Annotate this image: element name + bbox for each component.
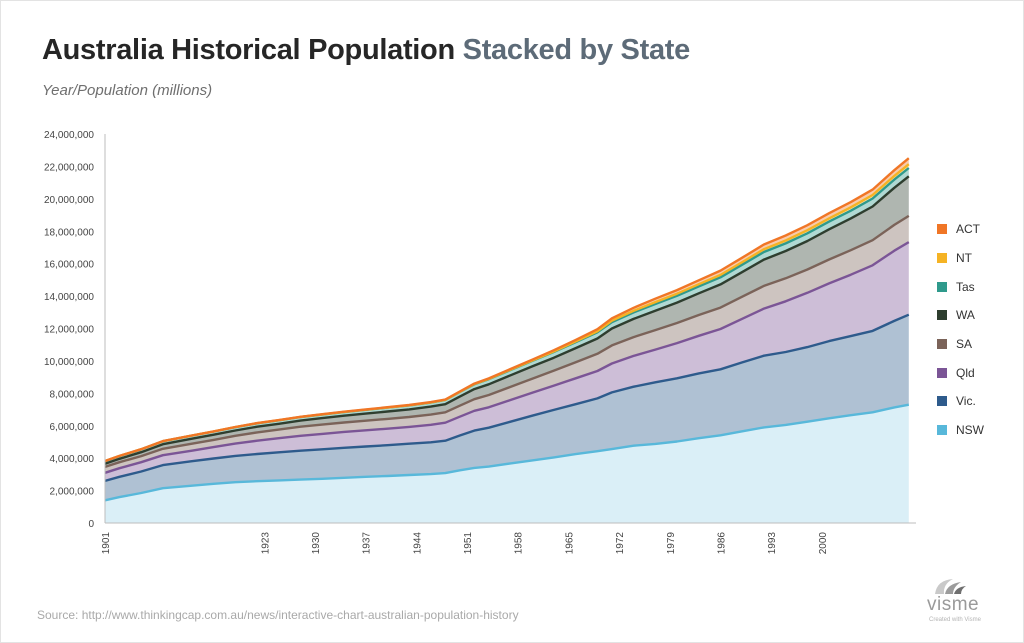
x-tick-label: 1951 <box>463 532 474 555</box>
legend-swatch <box>937 310 947 321</box>
legend-item[interactable]: NSW <box>937 416 984 445</box>
x-tick-label: 1923 <box>260 532 271 555</box>
line-wa <box>104 175 910 465</box>
legend-swatch <box>937 367 947 378</box>
y-tick-label: 2,000,000 <box>50 487 95 498</box>
area-vic <box>105 314 909 501</box>
legend-swatch <box>937 425 947 436</box>
y-tick-label: 14,000,000 <box>44 292 94 303</box>
legend-item[interactable]: Qld <box>937 358 984 387</box>
x-tick-label: 1958 <box>514 532 525 555</box>
y-tick-label: 4,000,000 <box>50 454 95 465</box>
x-tick-label: 1930 <box>311 532 322 555</box>
visme-tagline: Created with Visme <box>929 617 981 623</box>
y-tick-label: 0 <box>88 519 94 530</box>
line-qld <box>104 241 910 474</box>
chart-subtitle: Year/Population (millions) <box>42 82 213 99</box>
title-highlight: Stacked by State <box>462 34 691 66</box>
visme-wordmark: visme <box>927 594 980 615</box>
legend: ACT NT Tas WA SA Qld Vic. NSW <box>937 215 984 445</box>
line-sa <box>104 214 910 469</box>
legend-label: Vic. <box>956 394 976 409</box>
legend-item[interactable]: NT <box>937 244 984 273</box>
legend-swatch <box>937 396 947 407</box>
legend-label: NT <box>956 251 972 266</box>
y-tick-label: 6,000,000 <box>50 422 95 433</box>
legend-swatch <box>937 281 947 292</box>
x-tick-label: 1993 <box>767 532 778 555</box>
line-vic <box>104 313 910 483</box>
legend-item[interactable]: Tas <box>937 272 984 301</box>
line-nsw <box>104 403 910 502</box>
x-tick-label: 1986 <box>716 532 727 555</box>
x-tick-label: 1979 <box>666 532 677 555</box>
x-tick-label: 2000 <box>818 532 829 555</box>
legend-swatch <box>937 224 947 235</box>
legend-item[interactable]: ACT <box>937 215 984 244</box>
y-tick-label: 20,000,000 <box>44 195 94 206</box>
y-tick-label: 18,000,000 <box>44 227 94 238</box>
y-tick-label: 10,000,000 <box>44 357 94 368</box>
legend-swatch <box>937 339 947 350</box>
area-qld <box>105 242 909 481</box>
y-tick-label: 22,000,000 <box>44 162 94 173</box>
x-tick-label: 1972 <box>615 532 626 555</box>
x-tick-label: 1901 <box>101 532 112 555</box>
source-note: Source: http://www.thinkingcap.com.au/ne… <box>37 608 519 622</box>
y-tick-label: 16,000,000 <box>44 260 94 271</box>
legend-swatch <box>937 253 947 264</box>
line-act <box>104 157 910 463</box>
legend-item[interactable]: Vic. <box>937 387 984 416</box>
legend-label: WA <box>956 308 975 323</box>
x-tick-label: 1965 <box>564 532 575 555</box>
x-tick-label: 1944 <box>412 532 423 555</box>
chart-title: Australia Historical Population Stacked … <box>42 34 690 67</box>
legend-label: Qld <box>956 365 975 380</box>
legend-label: SA <box>956 337 973 352</box>
legend-item[interactable]: WA <box>937 301 984 330</box>
area-nsw <box>105 404 909 523</box>
y-tick-label: 12,000,000 <box>44 325 94 336</box>
legend-item[interactable]: SA <box>937 330 984 359</box>
y-tick-label: 8,000,000 <box>50 389 95 400</box>
area-sa <box>105 215 909 473</box>
legend-label: Tas <box>956 279 975 294</box>
visme-swirl-icon <box>935 579 966 594</box>
x-tick-label: 1937 <box>362 532 373 555</box>
legend-label: NSW <box>956 423 984 438</box>
legend-label: ACT <box>956 222 980 237</box>
title-main: Australia Historical Population <box>42 34 455 66</box>
y-tick-label: 24,000,000 <box>44 130 94 141</box>
